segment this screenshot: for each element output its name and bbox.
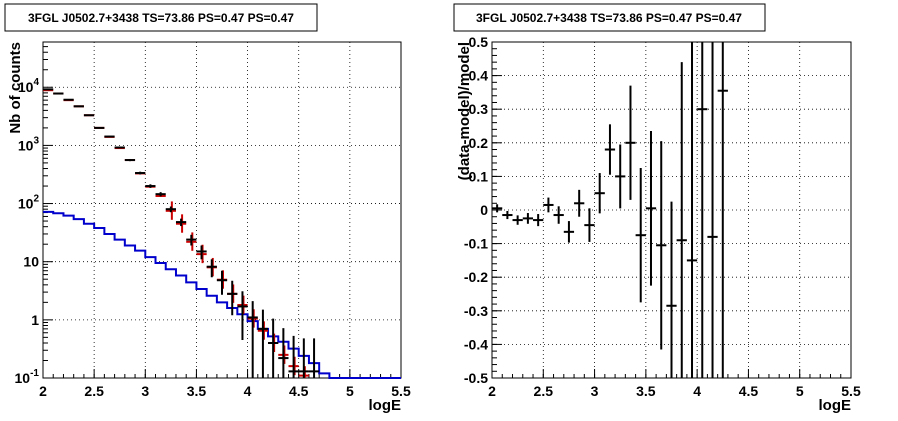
residual-y-tick-label: 0.3 xyxy=(469,101,489,117)
counts-x-tick-label: 5.5 xyxy=(391,383,411,399)
counts-y-tick-label: 1 xyxy=(31,312,39,328)
counts-ticks xyxy=(42,41,402,379)
counts-x-axis-label: logE xyxy=(369,397,402,414)
counts-y-axis-label: Nb of counts xyxy=(7,42,24,134)
residual-x-tick-label: 5 xyxy=(796,383,804,399)
residual-panel: 3FGL J0502.7+3438 TS=73.86 PS=0.47 PS=0.… xyxy=(453,3,861,414)
residual-y-tick-label: -0.5 xyxy=(464,370,488,386)
data-series xyxy=(43,88,320,378)
residual-ticks xyxy=(491,41,852,379)
residual-y-tick-label: 0.1 xyxy=(469,168,489,184)
residual-y-axis-label: (data-model)/model xyxy=(456,42,473,180)
residual-y-tick-label: 0.4 xyxy=(469,68,489,84)
residual-x-axis-label: logE xyxy=(819,397,852,414)
residual-x-tick-label: 3 xyxy=(591,383,599,399)
residual-y-tick-label: 0 xyxy=(480,202,488,218)
residual-x-tick-label: 3.5 xyxy=(636,383,656,399)
residual-x-tick-label: 2 xyxy=(488,383,496,399)
residual-x-tick-label: 4 xyxy=(693,383,701,399)
counts-panel: 3FGL J0502.7+3438 TS=73.86 PS=0.47 PS=0.… xyxy=(4,3,411,414)
residual-grid xyxy=(492,42,851,378)
residual-x-tick-labels: 2 2.5 3 3.5 4 4.5 5 5.5 xyxy=(488,383,861,399)
residual-y-tick-label: -0.2 xyxy=(464,269,488,285)
residual-x-tick-label: 5.5 xyxy=(841,383,861,399)
residual-y-tick-label: -0.4 xyxy=(464,336,488,352)
counts-x-tick-label: 2.5 xyxy=(84,383,104,399)
counts-grid xyxy=(43,42,401,378)
counts-title: 3FGL J0502.7+3438 TS=73.86 PS=0.47 PS=0.… xyxy=(28,11,294,25)
counts-x-tick-labels: 2 2.5 3 3.5 4 4.5 5 5.5 xyxy=(39,383,411,399)
residual-series xyxy=(492,42,728,378)
model-series xyxy=(43,89,309,378)
counts-x-tick-label: 4.5 xyxy=(289,383,309,399)
residual-title-box xyxy=(453,3,766,32)
counts-x-tick-label: 4 xyxy=(244,383,252,399)
counts-x-tick-label: 3 xyxy=(141,383,149,399)
residual-y-tick-label: 0.5 xyxy=(469,34,489,50)
counts-x-tick-label: 2 xyxy=(39,383,47,399)
residual-y-tick-labels: -0.5 -0.4 -0.3 -0.2 -0.1 0 0.1 0.2 0.3 0.4 0.5 xyxy=(464,34,488,386)
background-model-series xyxy=(43,210,401,379)
counts-plot-frame xyxy=(42,41,402,379)
residual-x-tick-label: 2.5 xyxy=(534,383,554,399)
counts-x-tick-label: 3.5 xyxy=(187,383,207,399)
background-model-line xyxy=(43,210,401,379)
counts-y-tick-label: 10-1 xyxy=(15,368,40,386)
residual-y-tick-label: -0.3 xyxy=(464,303,488,319)
counts-y-tick-label: 10 xyxy=(23,254,39,270)
counts-x-tick-label: 5 xyxy=(346,383,354,399)
counts-y-tick-label: 102 xyxy=(18,194,40,212)
counts-y-tick-label: 103 xyxy=(18,135,40,153)
residual-x-tick-label: 4.5 xyxy=(739,383,759,399)
residual-y-tick-label: -0.1 xyxy=(464,236,488,252)
counts-title-box xyxy=(4,3,318,32)
residual-y-tick-label: 0.2 xyxy=(469,135,489,151)
residual-title: 3FGL J0502.7+3438 TS=73.86 PS=0.47 PS=0.… xyxy=(476,11,742,25)
